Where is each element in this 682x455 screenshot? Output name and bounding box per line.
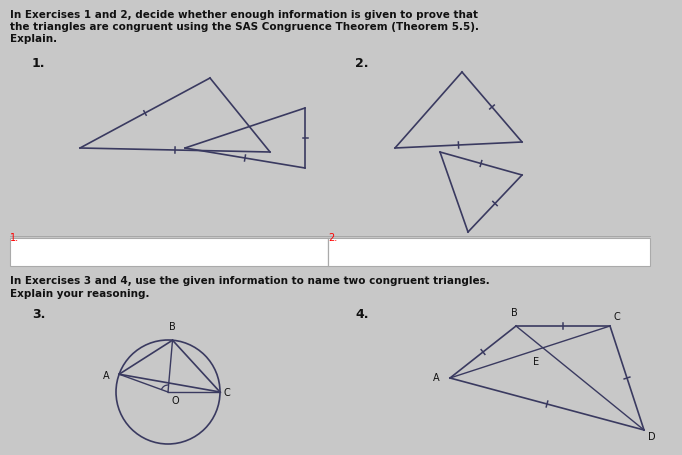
Text: A: A [102,371,109,381]
Text: C: C [224,388,231,398]
Text: B: B [511,308,518,318]
Bar [10,238,328,266]
Text: 1.: 1. [32,57,46,70]
Text: O: O [171,396,179,406]
Text: In Exercises 3 and 4, use the given information to name two congruent triangles.: In Exercises 3 and 4, use the given info… [10,276,490,286]
Text: 1.: 1. [10,233,19,243]
Text: C: C [614,312,621,322]
Text: E: E [533,357,539,367]
Text: 4.: 4. [355,308,368,321]
Text: 2.: 2. [355,57,368,70]
Text: 2.: 2. [328,233,338,243]
Text: B: B [169,322,176,332]
Bar [328,238,650,266]
Text: Explain.: Explain. [10,34,57,44]
Text: 3.: 3. [32,308,46,321]
Text: Explain your reasoning.: Explain your reasoning. [10,289,149,299]
Text: D: D [648,432,655,442]
Text: the triangles are congruent using the SAS Congruence Theorem (Theorem 5.5).: the triangles are congruent using the SA… [10,22,479,32]
Text: A: A [433,373,440,383]
Text: In Exercises 1 and 2, decide whether enough information is given to prove that: In Exercises 1 and 2, decide whether eno… [10,10,478,20]
